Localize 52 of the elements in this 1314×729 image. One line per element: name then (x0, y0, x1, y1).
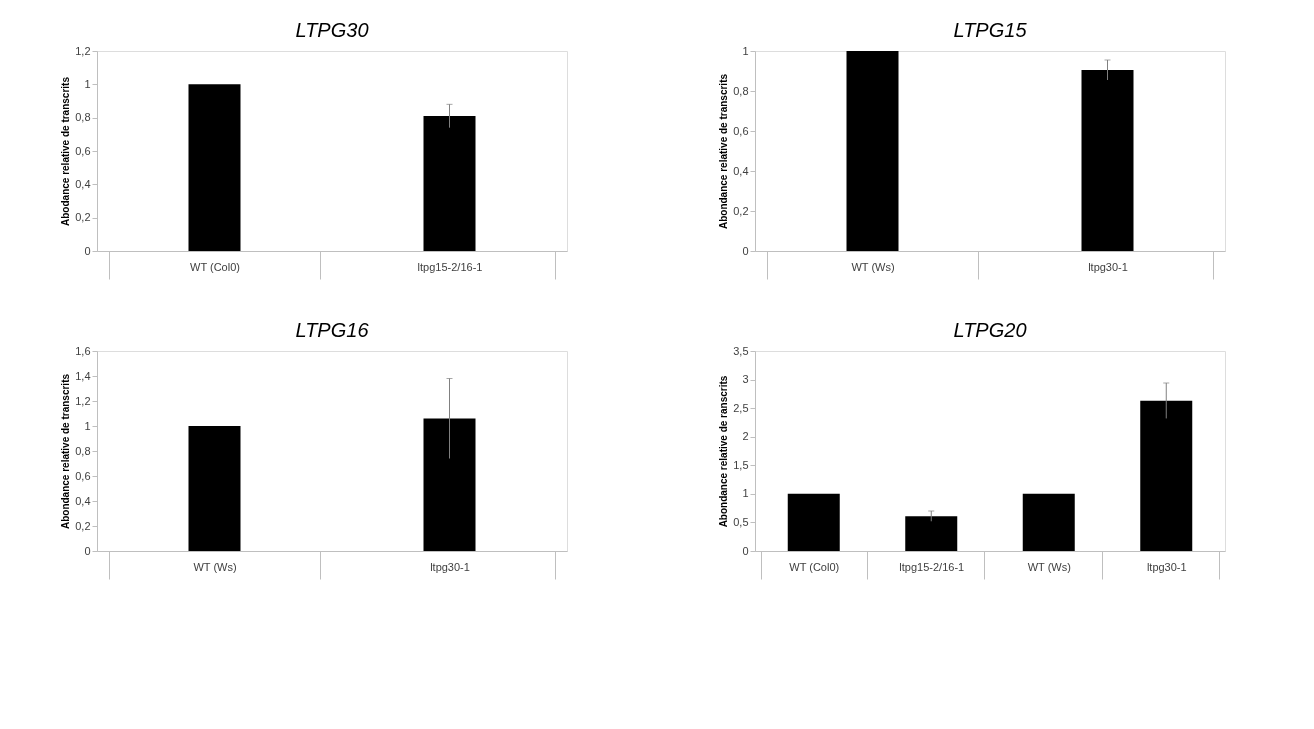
chart-title: LTPG15 (953, 19, 1028, 41)
y-tick-label: 1,4 (75, 369, 91, 382)
chart-title: LTPG30 (295, 19, 369, 41)
bar (1140, 400, 1193, 551)
bar (905, 516, 958, 551)
y-tick-label: 1,6 (75, 344, 91, 357)
y-tick-label: 0,6 (733, 124, 749, 137)
x-tick-label: WT (Col0) (190, 260, 240, 273)
y-axis-title: Abondance relative de transcrits (60, 373, 72, 530)
y-tick-label: 0,8 (75, 111, 91, 124)
y-tick-label: 0,5 (733, 515, 749, 528)
y-tick-label: 0,6 (75, 144, 91, 157)
bar (787, 493, 840, 551)
y-tick-label: 1 (742, 487, 749, 500)
x-tick-label: ltpg30-1 (1146, 560, 1187, 573)
chart-title: LTPG20 (953, 319, 1027, 341)
y-tick-label: 0,4 (75, 494, 91, 507)
y-tick-label: 0 (84, 544, 91, 557)
y-axis-title: Abondance relative de ranscrits (718, 375, 730, 528)
x-tick-label: ltpg30-1 (430, 560, 470, 573)
x-tick-label: WT (Ws) (1027, 560, 1071, 573)
y-tick-label: 0 (742, 244, 749, 257)
y-tick-label: 0 (84, 244, 91, 257)
y-axis-title: Abondance relative de transcrits (718, 73, 730, 230)
y-tick-label: 3 (742, 373, 749, 386)
y-tick-label: 0,8 (75, 444, 91, 457)
y-tick-label: 2,5 (733, 401, 749, 414)
y-tick-label: 1 (742, 44, 749, 57)
y-tick-label: 3,5 (733, 344, 749, 357)
bar (1022, 493, 1075, 551)
x-tick-label: ltpg15-2/16-1 (417, 260, 483, 273)
y-tick-label: 0,4 (733, 164, 749, 177)
y-tick-label: 1,5 (733, 458, 749, 471)
y-axis-title: Abodance relative de transcrits (60, 76, 72, 226)
y-tick-label: 0,2 (75, 519, 91, 532)
y-tick-label: 1,2 (75, 394, 91, 407)
y-tick-label: 0,6 (75, 469, 91, 482)
y-tick-label: 0 (742, 544, 749, 557)
y-tick-label: 1 (84, 419, 91, 432)
x-tick-label: WT (Ws) (851, 260, 895, 273)
y-tick-label: 1 (84, 77, 91, 90)
y-tick-label: 2 (742, 430, 749, 443)
y-tick-label: 0,4 (75, 177, 91, 190)
x-tick-label: ltpg30-1 (1088, 260, 1128, 273)
chart-title: LTPG16 (295, 319, 370, 341)
x-tick-label: ltpg15-2/16-1 (899, 560, 965, 573)
y-tick-label: 0,8 (733, 84, 749, 97)
x-tick-label: WT (Col0) (789, 560, 840, 573)
y-tick-label: 1,2 (75, 44, 91, 57)
y-tick-label: 0,2 (733, 204, 749, 217)
y-tick-label: 0,2 (75, 211, 91, 224)
x-tick-label: WT (Ws) (193, 560, 237, 573)
